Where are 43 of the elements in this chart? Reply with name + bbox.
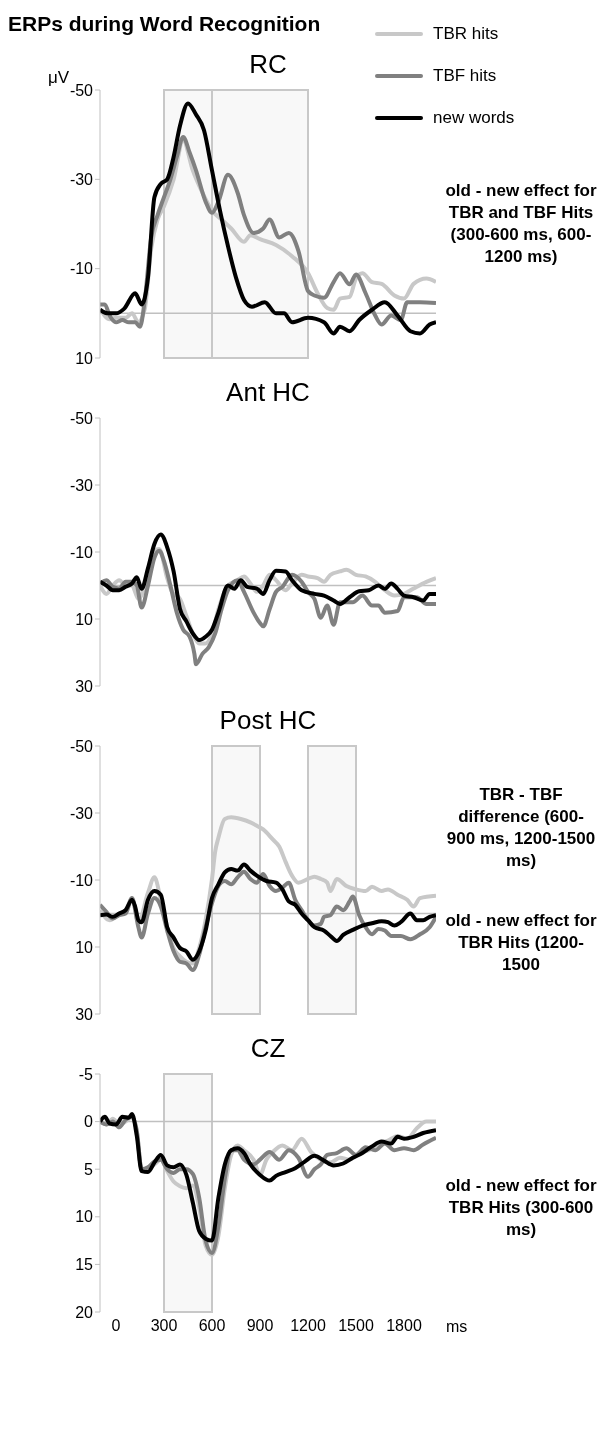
text: TBR - TBF difference (600-900 ms, 1200-1500 ms) — [445, 783, 597, 873]
y-tick-label: -30 — [69, 476, 94, 494]
y-tick-label: -50 — [69, 81, 94, 99]
text: old - new effect for TBR and TBF Hits (300-600 ms, 600-1200 ms) — [444, 179, 598, 269]
y-tick-label: -5 — [78, 1065, 94, 1083]
chart-title: Post HC — [218, 705, 318, 736]
text: old - new effect for TBR Hits (1200-1500 — [444, 909, 598, 977]
y-tick-label: -30 — [69, 171, 94, 189]
legend-label: TBF hits — [433, 66, 497, 86]
x-tick-label: 1200 — [290, 1317, 326, 1335]
y-tick-label: -50 — [69, 409, 94, 427]
x-tick-label: 1800 — [386, 1317, 422, 1335]
y-tick-label: 30 — [75, 1005, 94, 1023]
y-tick-label: -30 — [69, 804, 94, 822]
y-tick-label: 20 — [75, 1303, 94, 1321]
line-series — [100, 101, 436, 336]
y-axis-title: μV — [48, 68, 70, 88]
y-tick-label: 30 — [75, 677, 94, 695]
x-tick-label: 900 — [246, 1317, 274, 1335]
y-tick-label: 15 — [75, 1256, 94, 1274]
chart-subtitle: RC — [249, 49, 287, 79]
x-tick-label: 0 — [111, 1317, 121, 1335]
x-tick-label: 600 — [198, 1317, 226, 1335]
y-tick-label: 5 — [84, 1160, 94, 1178]
y-tick-label: -10 — [69, 260, 94, 278]
y-tick-label: -50 — [69, 737, 94, 755]
y-tick-label: 10 — [75, 610, 94, 628]
y-tick-label: 10 — [75, 349, 94, 367]
chart-title: Ant HC — [225, 377, 311, 408]
legend-label: new words — [433, 108, 515, 128]
chart-title: ERPs during Word Recognition — [8, 12, 321, 35]
y-tick-label: -10 — [69, 871, 94, 889]
y-tick-label: 10 — [75, 938, 94, 956]
x-tick-label: 1500 — [338, 1317, 374, 1335]
text: old - new effect for TBR Hits (300-600 ms) — [444, 1174, 598, 1242]
y-tick-label: 10 — [75, 1208, 94, 1226]
chart-title: CZ — [249, 1033, 287, 1064]
legend-label: TBR hits — [433, 24, 499, 44]
y-tick-label: -10 — [69, 543, 94, 561]
x-axis-title: ms — [446, 1318, 468, 1336]
x-tick-label: 300 — [150, 1317, 178, 1335]
line-series — [100, 862, 436, 962]
y-tick-label: 0 — [84, 1113, 94, 1131]
